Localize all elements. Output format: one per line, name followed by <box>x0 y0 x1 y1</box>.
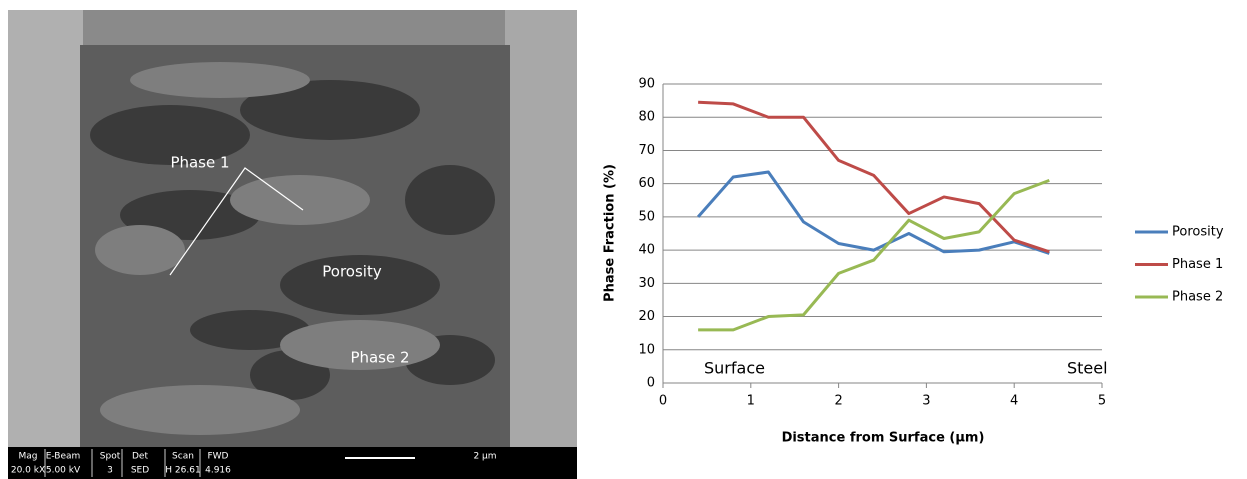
y-tick-label: 50 <box>638 209 655 224</box>
series-line <box>698 180 1049 330</box>
x-tick-label: 1 <box>747 394 755 409</box>
y-tick-label: 70 <box>638 143 655 158</box>
y-tick-label: 30 <box>638 276 655 291</box>
annotation: Steel <box>1067 359 1108 378</box>
y-tick-label: 40 <box>638 243 655 258</box>
x-tick-label: 2 <box>834 394 842 409</box>
x-tick-label: 4 <box>1010 394 1018 409</box>
info-key: Spot <box>100 452 121 462</box>
y-tick-label: 0 <box>647 376 655 391</box>
legend-label: Phase 2 <box>1172 290 1223 305</box>
page: {"sem_image": {"labels": ["Phase 1", "Po… <box>0 0 1247 479</box>
info-value: 4.916 <box>205 466 231 476</box>
info-key: Scan <box>172 452 194 462</box>
x-axis-label: Distance from Surface (µm) <box>782 431 985 446</box>
info-value: H 26.61 <box>165 466 200 476</box>
y-tick-label: 20 <box>638 309 655 324</box>
info-key: E-Beam <box>46 452 81 462</box>
legend-label: Phase 1 <box>1172 257 1223 272</box>
series-line <box>698 102 1049 252</box>
info-value: 3 <box>107 466 113 476</box>
sem-wall <box>505 10 577 447</box>
x-tick-label: 0 <box>659 394 667 409</box>
legend-label: Porosity <box>1172 225 1224 240</box>
sem-label: Phase 2 <box>350 349 409 367</box>
chart: Phase Fraction (%) Distance from Surface… <box>580 0 1247 479</box>
x-tick-label: 3 <box>922 394 930 409</box>
scale-label: 2 µm <box>473 452 496 462</box>
y-axis-label: Phase Fraction (%) <box>603 164 618 302</box>
annotation: Surface <box>704 359 765 378</box>
info-value: SED <box>131 466 149 476</box>
y-tick-label: 80 <box>638 110 655 125</box>
sem-label: Porosity <box>322 263 382 281</box>
x-tick-label: 5 <box>1098 394 1106 409</box>
info-key: Det <box>132 452 148 462</box>
info-key: Mag <box>19 452 38 462</box>
info-value: 5.00 kV <box>46 466 81 476</box>
y-tick-label: 90 <box>638 77 655 92</box>
sem-image: Phase 1 Porosity Phase 2 Mag 20.0 kXE-Beam 5.… <box>0 0 580 479</box>
y-tick-label: 10 <box>638 342 655 357</box>
sem-label: Phase 1 <box>170 154 229 172</box>
y-tick-label: 60 <box>638 176 655 191</box>
info-value: 20.0 kX <box>11 466 45 476</box>
sem-wall <box>8 10 83 447</box>
info-key: FWD <box>207 452 228 462</box>
